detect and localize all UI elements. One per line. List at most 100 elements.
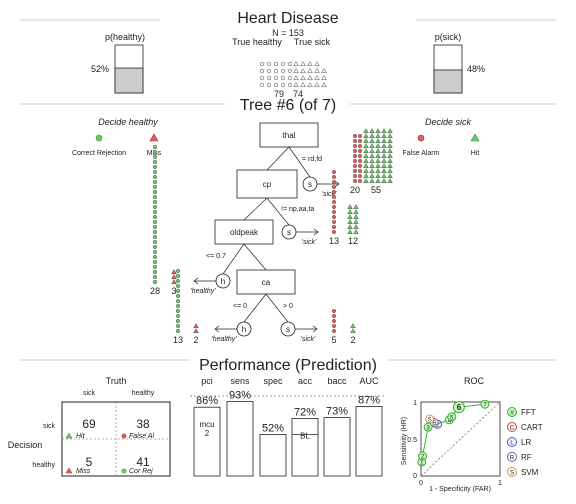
true-healthy-icon [266,82,272,88]
exit-3-correct-rejection-icon [152,199,158,205]
roc-legend-letter: C [510,425,515,432]
roc-fft-marker [452,401,465,414]
true-healthy-icon [273,61,279,67]
exit-2-false-alarm-icon [331,204,337,210]
exit-1-hit-icon [363,148,369,154]
exit-1-hit-icon [369,158,375,164]
roc-points: CLRS1234567 [417,399,490,467]
exit-3-miss-icon [171,274,177,280]
edge-cp-oldpeak [243,197,268,221]
exit-4-correct-rejection-icon [175,288,181,294]
exit-3-correct-rejection-icon [152,174,158,180]
exit-4-miss-icon [193,323,199,329]
perf-bar-inner-value: 2 [205,429,210,438]
exit-2-false-alarm-count: 13 [329,236,339,246]
exit-healthy-2-label: 'healthy' [211,336,237,343]
exit-1-false-alarm-icon [352,138,358,144]
exit-2-false-alarm-icon [331,214,337,220]
exit-1-hit-icon [369,138,375,144]
exit-sick-2-letter: s [287,228,291,237]
exit-4-correct-rejection-icon [175,303,181,309]
roc-fft-label: 6 [457,403,462,412]
exit-3-correct-rejection-icon [152,179,158,185]
exit-2-hit-count: 12 [348,236,358,246]
exit-1-hit-icon [369,178,375,184]
exit-1-hit-icon [369,143,375,149]
perf-bar-value: 73% [326,406,348,418]
true-healthy-icon [287,75,293,81]
exit-2-hit-icon [347,204,353,210]
true-sick-icon [300,82,306,88]
exit-1-hit-icon [375,128,381,134]
exit-1-hit-icon [375,163,381,169]
cell-hit-icon [65,432,73,439]
page-title: Heart Disease [237,10,338,27]
roc-fft-label: 7 [483,403,487,409]
exit-4-correct-rejection-icon [175,323,181,329]
exit-2-hit-icon [347,229,353,235]
true-sick-icon [307,61,313,67]
cell-cor-rej-icon [121,468,127,474]
exit-2-hit-icon [353,219,359,225]
perf-bar-label: pci [201,376,213,386]
roc-title: ROC [464,376,485,386]
exit-1-hit-icon [363,178,369,184]
exit-sick-2-arrowhead [313,228,319,236]
exit-1-hit-icon [387,158,393,164]
exit-4-correct-rejection-icon [175,298,181,304]
true-sick-icon [307,82,313,88]
true-sick-icon [314,75,320,81]
true-healthy-icon [280,82,286,88]
roc-fft-marker [480,399,490,409]
true-class-icon-array [259,61,327,88]
true-sick-icon [293,68,299,74]
roc-fft-marker [447,412,457,422]
exit-3-correct-rejection-icon [152,184,158,190]
legend-false-alarm: False Alarm [403,150,440,157]
exit-3-correct-rejection-icon [152,159,158,165]
exit-4-correct-rejection-icon [175,328,181,334]
roc-legend-item: L LR [507,437,531,447]
perf-bar-label: acc [298,376,313,386]
true-sick-icon [293,82,299,88]
edge-oldpeak-ca [243,243,267,271]
p-sick-value: 48% [467,64,485,74]
true-healthy-icon [287,61,293,67]
exit-3-correct-rejection-icon [152,219,158,225]
perf-bar-value: 72% [294,406,316,418]
exit-1-hit-icon [381,148,387,154]
exit-2-hit-icon [347,219,353,225]
exit-4-miss-icon [193,328,199,334]
roc-legend-item: C CART [507,422,543,432]
exit-2-false-alarm-icon [331,174,337,180]
exit-3-miss-count: 3 [171,286,176,296]
exit-1-false-alarm-icon [352,153,358,159]
perf-bar-label: sens [230,376,250,386]
true-sick-icon [307,75,313,81]
exit-4-correct-rejection-icon [175,273,181,279]
p-sick-label: p(sick) [435,32,462,42]
exit-3-correct-rejection-icon [152,214,158,220]
legend-hit: Hit [471,150,480,157]
exit-1-hit-icon [369,128,375,134]
roc-fft-point: 7 [480,399,490,409]
exit-1-hit-icon [381,158,387,164]
decision-healthy-label: healthy [32,462,55,469]
exit-1-hit-icon [363,168,369,174]
true-healthy-icon [287,82,293,88]
exit-1-hit-icon [387,138,393,144]
edge-ca-right [265,293,289,323]
exit-2-false-alarm-icon [331,169,337,175]
exit-3-correct-rejection-icon [152,169,158,175]
exit-3-correct-rejection-icon [152,189,158,195]
true-healthy-icon [266,68,272,74]
roc-fft-point: 6 [452,401,465,414]
cell-miss-icon [65,467,73,474]
roc-legend-marker [507,422,517,432]
exit-4-miss-count: 2 [193,335,198,345]
exit-1-false-alarm-icon [352,178,358,184]
truth-healthy-label: healthy [132,390,155,397]
exit-3-correct-rejection-icon [152,269,158,275]
branch-ca-left: <= 0 [233,303,247,310]
exit-sick-3-label: 'sick' [301,336,316,343]
